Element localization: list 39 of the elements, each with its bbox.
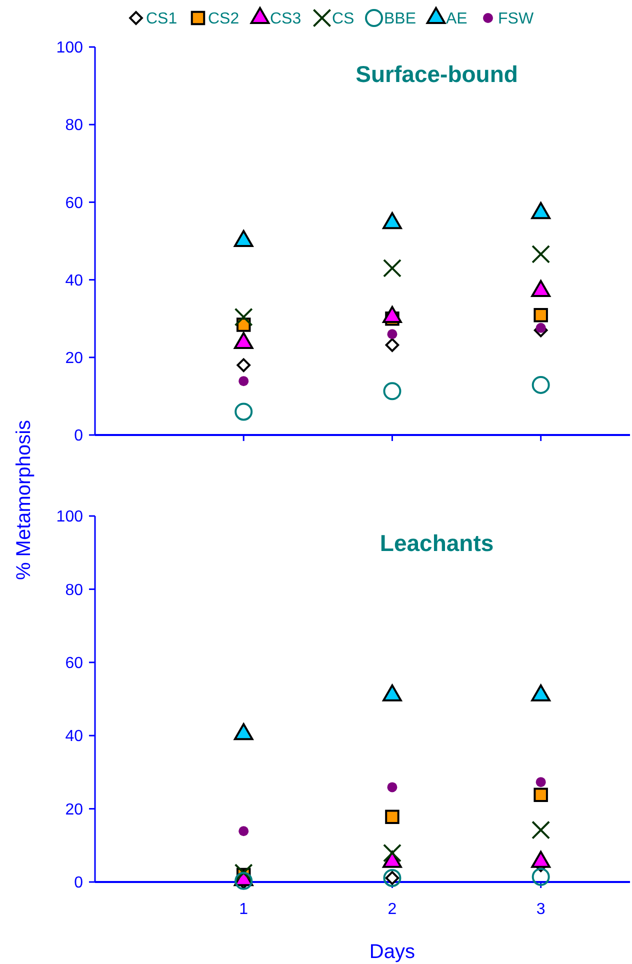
x-tick-label: 3 [536,901,546,918]
point [238,376,249,386]
x-tick-label: 1 [239,901,248,918]
text: Leachants [380,530,494,556]
y-tick-label: 0 [74,874,84,892]
point [236,358,251,372]
x-axis-title: Days [369,941,416,963]
y-tick-label: 60 [65,655,84,672]
y-tick-label: 0 [74,428,84,445]
y-tick-label: 80 [65,117,84,134]
y-tick-label: 20 [65,350,84,367]
y-tick-label: 20 [65,801,84,818]
point [532,244,550,264]
legend-label: AE [446,10,468,28]
point [534,308,548,322]
point [382,212,402,230]
legend-label: FSW [498,10,534,28]
legend-label: CS [332,10,354,28]
legend-label: BBE [384,10,416,28]
legend-label: CS2 [208,10,240,28]
legend-label: CS1 [146,10,178,28]
y-axis-title: % Metamorphosis [13,420,35,580]
point [385,338,400,352]
point [383,382,402,400]
point [234,402,253,421]
point [387,329,398,340]
point [532,376,550,394]
y-tick-label: 40 [65,272,84,290]
legend-label: CS3 [270,10,302,28]
y-tick-label: 100 [56,40,84,57]
y-tick-label: 80 [65,582,84,599]
point [234,308,253,326]
y-tick-label: 60 [65,194,84,212]
y-tick-label: 100 [56,508,84,526]
text: Surface-bound [356,61,518,87]
point [382,258,402,278]
y-tick-label: 40 [65,728,84,746]
x-tick-label: 2 [388,901,397,918]
point [531,202,550,220]
